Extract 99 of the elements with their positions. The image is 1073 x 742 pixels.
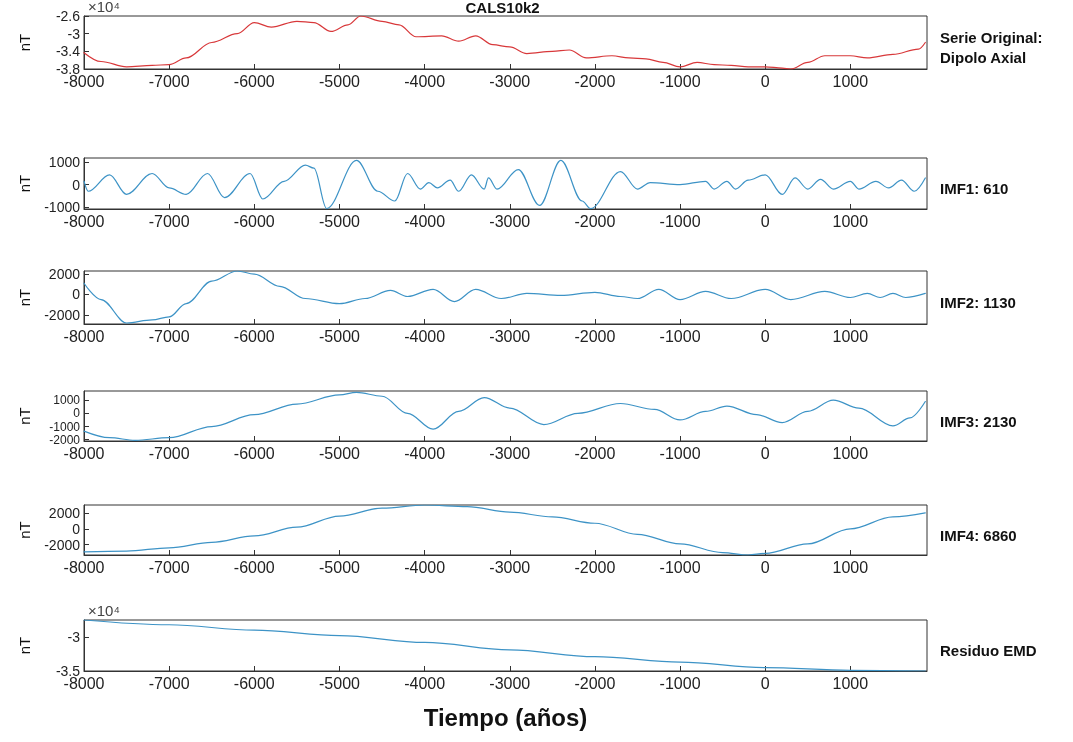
y-tick-label: 0 xyxy=(72,520,81,537)
x-tick-label: -2000 xyxy=(574,558,616,576)
x-tick-label: 0 xyxy=(760,72,770,90)
x-tick-label: -2000 xyxy=(574,674,616,692)
x-tick-label: -5000 xyxy=(318,558,361,576)
series-label: IMF3: 2130 xyxy=(940,412,1017,430)
y-tick-label: -3.5 xyxy=(55,663,81,679)
x-tick-label: -1000 xyxy=(659,444,701,462)
x-tick-label: 1000 xyxy=(832,444,869,462)
line-series xyxy=(83,391,926,441)
line-series xyxy=(83,619,926,672)
x-tick-label: -4000 xyxy=(404,444,446,462)
x-tick-label: -6000 xyxy=(233,327,275,345)
x-tick-label: -3000 xyxy=(489,444,531,462)
x-tick-label: -7000 xyxy=(148,212,190,230)
x-tick-label: -5000 xyxy=(318,327,361,345)
y-tick-label: 2000 xyxy=(48,504,81,521)
line-series xyxy=(83,504,926,556)
y-tick-label: -2000 xyxy=(44,536,81,553)
x-tick-label: -3000 xyxy=(489,674,531,692)
x-tick-label: -8000 xyxy=(63,212,105,230)
y-tick-label: -1000 xyxy=(44,198,81,215)
line-series xyxy=(83,159,926,210)
x-tick-label: -3000 xyxy=(489,558,531,576)
y-tick-label: 0 xyxy=(72,176,81,193)
y-tick-label: 2000 xyxy=(48,266,81,283)
x-tick-label: -2000 xyxy=(574,212,616,230)
series-label: IMF1: 610 xyxy=(940,180,1009,197)
y-axis-title: nT xyxy=(16,33,33,52)
x-tick-label: -7000 xyxy=(148,558,190,576)
x-tick-label: -8000 xyxy=(63,327,105,345)
x-tick-label: -4000 xyxy=(404,212,446,230)
y-axis-title: nT xyxy=(16,407,33,425)
x-tick-label: 0 xyxy=(760,327,770,345)
y-axis-title: nT xyxy=(16,174,33,193)
x-tick-label: -5000 xyxy=(318,444,361,462)
y-tick-label: 1000 xyxy=(48,154,81,171)
y-tick-label: -2.6 xyxy=(55,8,81,24)
x-tick-label: -5000 xyxy=(318,212,361,230)
y-tick-label: -3 xyxy=(67,25,81,42)
x-tick-label: 0 xyxy=(760,674,770,692)
x-tick-label: -2000 xyxy=(574,72,616,90)
x-tick-label: -1000 xyxy=(659,327,701,345)
series-label: Residuo EMD xyxy=(940,642,1037,659)
x-tick-label: -1000 xyxy=(659,558,701,576)
y-axis-title: nT xyxy=(16,521,33,539)
x-tick-label: -1000 xyxy=(659,212,701,230)
y-tick-label: -3.8 xyxy=(55,61,81,77)
y-axis-title: nT xyxy=(16,288,33,307)
text: ×10⁴ xyxy=(88,602,120,619)
y-tick-label: 0 xyxy=(73,406,81,421)
x-tick-label: -1000 xyxy=(659,72,701,90)
x-tick-label: -7000 xyxy=(148,327,190,345)
x-tick-label: -6000 xyxy=(233,558,275,576)
x-tick-label: -5000 xyxy=(318,674,361,692)
x-tick-label: -6000 xyxy=(233,72,275,90)
x-tick-label: -6000 xyxy=(233,444,275,462)
y-tick-label: 0 xyxy=(72,286,81,303)
y-tick-label: -1000 xyxy=(49,419,81,434)
x-tick-label: -2000 xyxy=(574,444,616,462)
x-tick-label: 0 xyxy=(760,212,770,230)
x-tick-label: -4000 xyxy=(404,558,446,576)
x-tick-label: 0 xyxy=(760,444,770,462)
line-series xyxy=(83,15,926,70)
x-tick-label: -3000 xyxy=(489,212,531,230)
x-tick-label: -7000 xyxy=(148,72,190,90)
x-tick-label: -4000 xyxy=(404,72,446,90)
x-tick-label: 1000 xyxy=(832,327,869,345)
y-tick-label: 1000 xyxy=(53,393,81,408)
x-tick-label: 0 xyxy=(760,558,770,576)
y-tick-label: -3 xyxy=(67,629,81,645)
x-tick-label: 1000 xyxy=(832,558,869,576)
series-label: IMF2: 1130 xyxy=(940,294,1016,311)
x-tick-label: -7000 xyxy=(148,444,190,462)
y-axis-title: nT xyxy=(16,636,33,655)
series-label: IMF4: 6860 xyxy=(940,526,1017,544)
x-tick-label: 1000 xyxy=(832,72,869,90)
y-tick-label: -3.4 xyxy=(55,43,81,60)
x-tick-label: -8000 xyxy=(63,558,105,576)
y-tick-label: -2000 xyxy=(49,432,81,447)
x-tick-label: -3000 xyxy=(489,72,531,90)
x-tick-label: -4000 xyxy=(404,674,446,692)
x-tick-label: -7000 xyxy=(148,674,190,692)
x-tick-label: -8000 xyxy=(63,444,105,462)
x-tick-label: 1000 xyxy=(832,212,869,230)
chart-title: CALS10k2 xyxy=(465,0,540,16)
line-series xyxy=(83,270,926,324)
series-label: Serie Original: Dipolo Axial xyxy=(940,29,1047,66)
x-tick-label: -3000 xyxy=(489,327,531,345)
x-tick-label: -1000 xyxy=(659,674,701,692)
x-tick-label: -6000 xyxy=(233,212,275,230)
x-tick-label: -2000 xyxy=(574,327,616,345)
text: ×10⁴ xyxy=(88,0,120,15)
x-tick-label: -4000 xyxy=(404,327,446,345)
y-tick-label: -2000 xyxy=(44,306,81,323)
x-tick-label: 1000 xyxy=(832,674,869,692)
x-tick-label: -6000 xyxy=(233,674,275,692)
x-axis-title: Tiempo (años) xyxy=(423,703,588,731)
x-tick-label: -5000 xyxy=(318,72,361,90)
